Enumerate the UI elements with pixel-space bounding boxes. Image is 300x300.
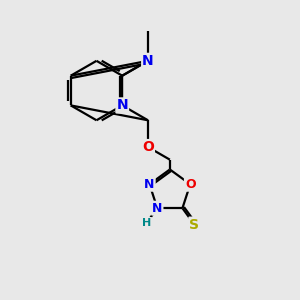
Text: N: N — [116, 98, 128, 112]
Text: O: O — [185, 178, 196, 191]
Text: O: O — [142, 140, 154, 154]
Text: N: N — [144, 178, 155, 191]
Text: S: S — [189, 218, 200, 232]
Text: N: N — [142, 54, 154, 68]
Text: H: H — [142, 218, 151, 228]
Text: N: N — [152, 202, 163, 215]
